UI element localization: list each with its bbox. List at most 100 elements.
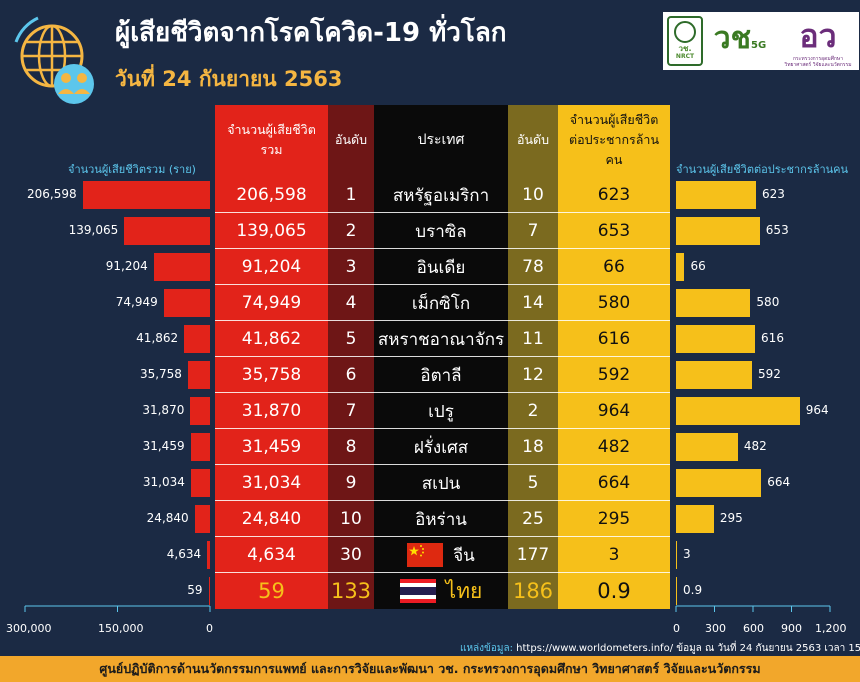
per-million-cell: 664 [597,473,631,493]
rank-cell: 6 [345,365,357,385]
globe-people-icon [14,16,94,104]
per-million-bar [676,325,756,353]
rank-per-million-cell: 177 [516,545,550,565]
country-name: ฝรั่งเศส [413,437,469,458]
per-million-cell: 482 [597,437,631,457]
source-text: https://www.worldometers.info/ ข้อมูล ณ … [516,643,860,654]
rank-per-million-cell: 2 [527,401,539,421]
total-deaths-bar [153,253,210,281]
row-separator [215,572,670,573]
per-million-cell: 653 [597,221,631,241]
row-separator [215,392,670,393]
source-label: แหล่งข้อมูล: [460,643,513,654]
per-million-bar [676,433,738,461]
country-name: อินเดีย [416,257,466,278]
total-deaths-cell: 24,840 [241,509,302,529]
per-million-bar-label: 3 [683,547,691,561]
page-subtitle: วันที่ 24 กันยายน 2563 [115,67,343,91]
country-name: สหรัฐอเมริกา [392,185,490,206]
total-deaths-cell: 31,459 [241,437,302,457]
rank-cell: 1 [345,185,357,205]
header-rank: อันดับ [328,105,374,175]
left-tick-label: 0 [206,622,213,635]
left-tick-label: 150,000 [98,622,144,635]
country-cell: สหราชอาณาจักร [374,322,508,356]
country-name: จีน [453,545,475,566]
logo-strip: วช. NRCT วช5G อว กระทรวงการอุดมศึกษา วิท… [663,12,859,70]
right-tick-label: 600 [743,622,764,635]
total-deaths-bar-label: 139,065 [68,223,119,237]
rank-cell: 30 [340,545,362,565]
left-axis-title: จำนวนผู้เสียชีวิตรวม (ราย) [68,163,196,176]
total-deaths-bar-label: 4,634 [166,547,202,561]
row-separator [215,248,670,249]
left-tick-label: 300,000 [6,622,52,635]
rank-per-million-cell: 25 [522,509,544,529]
total-deaths-bar-label: 206,598 [26,187,77,201]
total-deaths-cell: 31,034 [241,473,302,493]
country-cell: อิตาลี [374,358,508,392]
country-cell: อินเดีย [374,250,508,284]
country-cell: บราซิล [374,214,508,248]
country-name: ไทย [445,578,483,603]
rank-cell: 10 [340,509,362,529]
nrct-logo: วช. NRCT [667,16,703,66]
rank-per-million-cell: 10 [522,185,544,205]
total-deaths-cell: 74,949 [241,293,302,313]
per-million-bar-label: 964 [805,403,829,417]
total-deaths-bar [163,289,210,317]
per-million-bar [676,289,751,317]
per-million-bar [676,361,752,389]
source-note: แหล่งข้อมูล: https://www.worldometers.in… [460,641,860,656]
country-name: อิตาลี [420,365,462,386]
per-million-bar [676,397,800,425]
total-deaths-bar-label: 59 [187,583,203,597]
row-separator [215,320,670,321]
right-tick-label: 900 [781,622,802,635]
country-name: เม็กซิโก [411,293,471,314]
total-deaths-bar [187,361,210,389]
header-total-deaths: จำนวนผู้เสียชีวิตรวม [215,105,328,175]
country-cell: ฝรั่งเศส [374,430,508,464]
per-million-bar-label: 664 [767,475,791,489]
total-deaths-bar-label: 74,949 [115,295,158,309]
total-deaths-bar-label: 31,034 [142,475,185,489]
per-million-bar-label: 616 [761,331,784,345]
total-deaths-bar [190,397,210,425]
per-million-cell: 295 [597,509,631,529]
total-deaths-bar-label: 35,758 [139,367,182,381]
total-deaths-bar-label: 31,870 [142,403,185,417]
row-separator [215,356,670,357]
total-deaths-cell: 59 [258,579,285,603]
per-million-cell: 66 [603,257,625,277]
rank-cell: 7 [345,401,357,421]
per-million-cell: 623 [597,185,631,205]
country-name: สเปน [421,473,461,494]
per-million-cell: 964 [597,401,631,421]
per-million-cell: 592 [597,365,631,385]
mhesi-logo: อว กระทรวงการอุดมศึกษา วิทยาศาสตร์ วิจัย… [784,17,852,68]
rank-cell: 2 [345,221,357,241]
per-million-bar-label: 592 [757,367,781,381]
total-deaths-bar [194,505,210,533]
rank-per-million-cell: 78 [522,257,544,277]
per-million-bar [676,253,685,281]
total-deaths-cell: 41,862 [241,329,302,349]
per-million-bar-label: 295 [719,511,743,525]
country-name: บราซิล [415,221,467,242]
rank-per-million-cell: 12 [522,365,544,385]
rank-per-million-cell: 18 [522,437,544,457]
thailand-flag-icon [399,579,436,603]
rank-per-million-cell: 5 [527,473,539,493]
country-cell: เม็กซิโก [374,286,508,320]
per-million-cell: 0.9 [597,579,631,603]
country-name: สหราชอาณาจักร [377,329,505,350]
country-name: เปรู [428,401,454,422]
total-deaths-bar-label: 24,840 [146,511,189,525]
rank-per-million-cell: 7 [527,221,539,241]
row-separator [215,536,670,537]
per-million-bar-label: 623 [761,187,785,201]
total-deaths-bar [124,217,210,245]
total-deaths-bar-label: 91,204 [105,259,148,273]
per-million-bar-label: 66 [690,259,706,273]
